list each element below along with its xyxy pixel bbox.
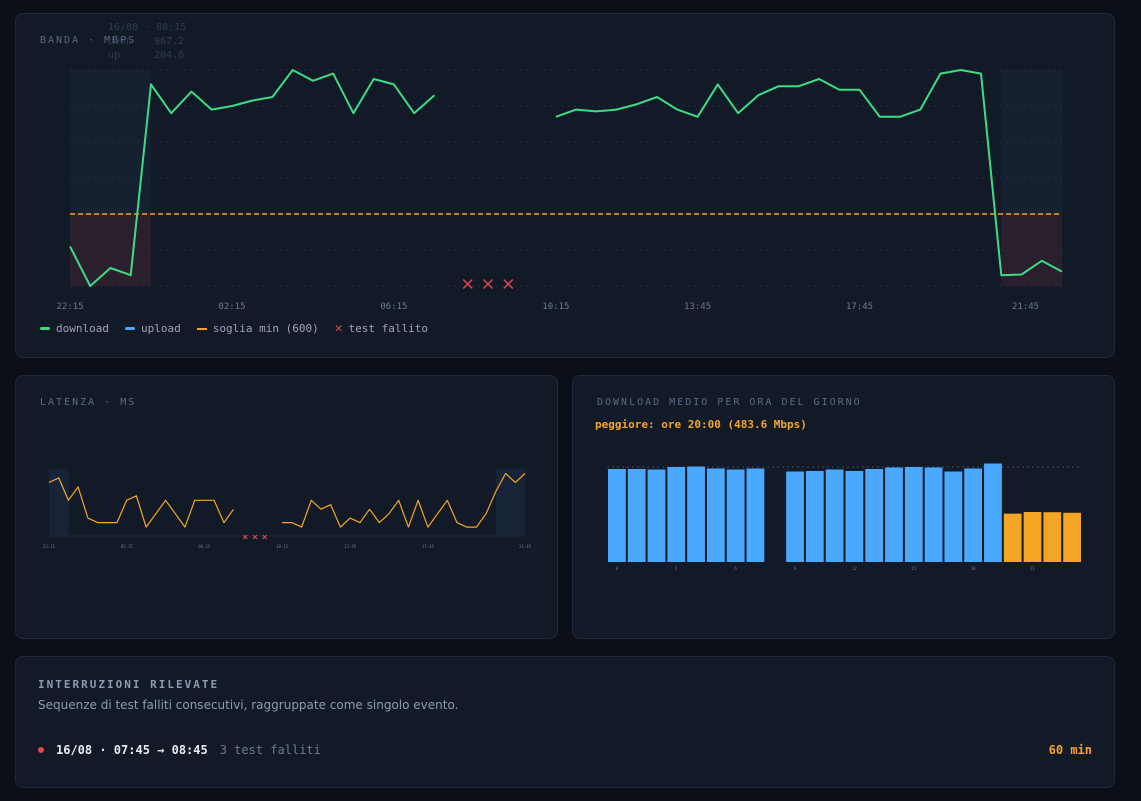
x-tick-label: 13:45 bbox=[684, 302, 711, 312]
hour-bar bbox=[608, 469, 626, 562]
x-tick-label: 22:15 bbox=[56, 302, 83, 312]
x-tick-label: 6 bbox=[734, 566, 737, 571]
tooltip-up-value: 204.6 bbox=[154, 50, 185, 61]
night-band-left bbox=[49, 469, 69, 536]
hour-bar bbox=[1063, 512, 1081, 562]
bandwidth-title: BANDA · MBPS bbox=[40, 35, 137, 46]
hour-bar bbox=[746, 468, 765, 562]
tooltip-down-value: 967.2 bbox=[154, 36, 185, 47]
x-tick-label: 02:15 bbox=[218, 302, 245, 312]
x-tick-label: 22:15 bbox=[43, 544, 56, 549]
x-tick-label: 10:15 bbox=[276, 544, 289, 549]
failed-test-marker bbox=[503, 279, 514, 289]
tooltip-time: 16/08 · 08:15 bbox=[108, 22, 187, 33]
hour-bar bbox=[904, 467, 923, 562]
hourly-title: DOWNLOAD MEDIO PER ORA DEL GIORNO bbox=[597, 397, 862, 408]
x-tick-label: 02:15 bbox=[121, 544, 134, 549]
latency-series-line bbox=[282, 472, 526, 528]
download-swatch bbox=[40, 327, 50, 330]
legend-threshold-label: soglia min (600) bbox=[212, 322, 319, 335]
legend-failed-label: test fallito bbox=[348, 322, 429, 335]
bandwidth-card: BANDA · MBPS 16/08 · 08:15 down 967.2 up 2… bbox=[15, 13, 1115, 358]
x-tick-label: 12 bbox=[852, 566, 857, 571]
legend-threshold[interactable]: soglia min (600) bbox=[196, 322, 319, 335]
outage-range: 16/08 · 07:45 → 08:45 bbox=[56, 743, 208, 757]
bandwidth-legend: download upload soglia min (600) ✕ test f… bbox=[40, 322, 428, 335]
outage-item[interactable]: 16/08 · 07:45 → 08:45 3 test falliti 60 … bbox=[38, 743, 1092, 757]
legend-failed[interactable]: ✕ test fallito bbox=[335, 322, 428, 335]
tooltip-up-label: up bbox=[108, 50, 121, 61]
hour-bar bbox=[944, 471, 963, 562]
hover-tooltip: 16/08 · 08:15 down 967.2 up 204.6 bbox=[108, 21, 186, 63]
x-tick-label: 5 bbox=[675, 566, 678, 571]
hour-bar bbox=[805, 471, 824, 562]
hour-bar bbox=[687, 466, 705, 562]
legend-download-label: download bbox=[56, 322, 109, 335]
x-tick-label: 9 bbox=[794, 566, 797, 571]
failed-test-marker bbox=[262, 534, 268, 540]
bandwidth-chart[interactable]: 22:15 02:15 06:15 10:15 13:45 17:45 21:45 bbox=[16, 14, 1116, 359]
hour-bar bbox=[984, 463, 1002, 562]
x-tick-label: 17:45 bbox=[846, 302, 873, 312]
download-series-line bbox=[555, 69, 1063, 277]
hour-bar bbox=[647, 469, 666, 562]
outage-count: 3 test falliti bbox=[219, 743, 321, 757]
x-tick-label: 06:15 bbox=[198, 544, 211, 549]
x-tick-label: 0 bbox=[616, 566, 619, 571]
x-tick-label: 18 bbox=[971, 566, 976, 571]
legend-download[interactable]: download bbox=[40, 322, 109, 335]
latency-title: LATENZA · MS bbox=[40, 397, 137, 408]
hour-bar bbox=[924, 467, 943, 562]
x-tick-label: 10:15 bbox=[542, 302, 569, 312]
hour-bar bbox=[786, 471, 804, 562]
x-tick-label: 13:45 bbox=[344, 544, 357, 549]
hour-bar bbox=[627, 469, 646, 562]
x-tick-label: 06:15 bbox=[380, 302, 407, 312]
worst-hour-label: peggiore: ore 20:00 (483.6 Mbps) bbox=[595, 418, 807, 431]
hour-bar bbox=[1043, 512, 1062, 562]
upload-swatch bbox=[124, 327, 135, 330]
hour-bar bbox=[885, 467, 903, 562]
tooltip-down-label: down bbox=[108, 36, 133, 47]
hourly-chart[interactable]: 0 5 6 9 12 15 18 21 bbox=[573, 376, 1116, 640]
hour-bar bbox=[865, 469, 884, 562]
latency-card: LATENZA · MS 22:15 02:15 06:15 10:15 13:45 17… bbox=[15, 375, 558, 639]
legend-upload[interactable]: upload bbox=[124, 322, 181, 335]
threshold-swatch bbox=[196, 327, 207, 330]
hour-bar bbox=[1023, 512, 1042, 562]
outages-title: INTERRUZIONI RILEVATE bbox=[38, 678, 220, 691]
legend-upload-label: upload bbox=[140, 322, 181, 335]
hour-bar bbox=[706, 468, 725, 562]
hour-bar bbox=[1003, 513, 1022, 562]
failed-test-marker bbox=[252, 534, 258, 540]
download-series-line bbox=[69, 69, 436, 287]
x-tick-label: 17:45 bbox=[422, 544, 435, 549]
outages-subtitle: Sequenze di test falliti consecutivi, ra… bbox=[38, 698, 459, 712]
hour-bar bbox=[845, 471, 864, 562]
x-tick-label: 21:45 bbox=[1012, 302, 1039, 312]
outages-card: INTERRUZIONI RILEVATE Sequenze di test f… bbox=[15, 656, 1115, 788]
failed-test-marker bbox=[483, 279, 494, 289]
hour-bar bbox=[964, 468, 983, 562]
latency-chart[interactable]: 22:15 02:15 06:15 10:15 13:45 17:45 21:45 bbox=[16, 376, 559, 640]
hourly-card: DOWNLOAD MEDIO PER ORA DEL GIORNO peggio… bbox=[572, 375, 1115, 639]
latency-series-line bbox=[48, 477, 235, 528]
hour-bar bbox=[825, 469, 844, 562]
x-tick-label: 15 bbox=[911, 566, 916, 571]
outage-dot-icon bbox=[38, 747, 44, 753]
failed-x-icon: ✕ bbox=[334, 321, 343, 336]
failed-test-marker bbox=[462, 279, 473, 289]
night-band-right bbox=[495, 469, 525, 536]
failed-test-marker bbox=[242, 534, 248, 540]
hour-bar bbox=[726, 469, 745, 562]
outage-duration: 60 min bbox=[1048, 743, 1092, 757]
hour-bar bbox=[667, 467, 686, 562]
x-tick-label: 21:45 bbox=[519, 544, 532, 549]
x-tick-label: 21 bbox=[1030, 566, 1035, 571]
